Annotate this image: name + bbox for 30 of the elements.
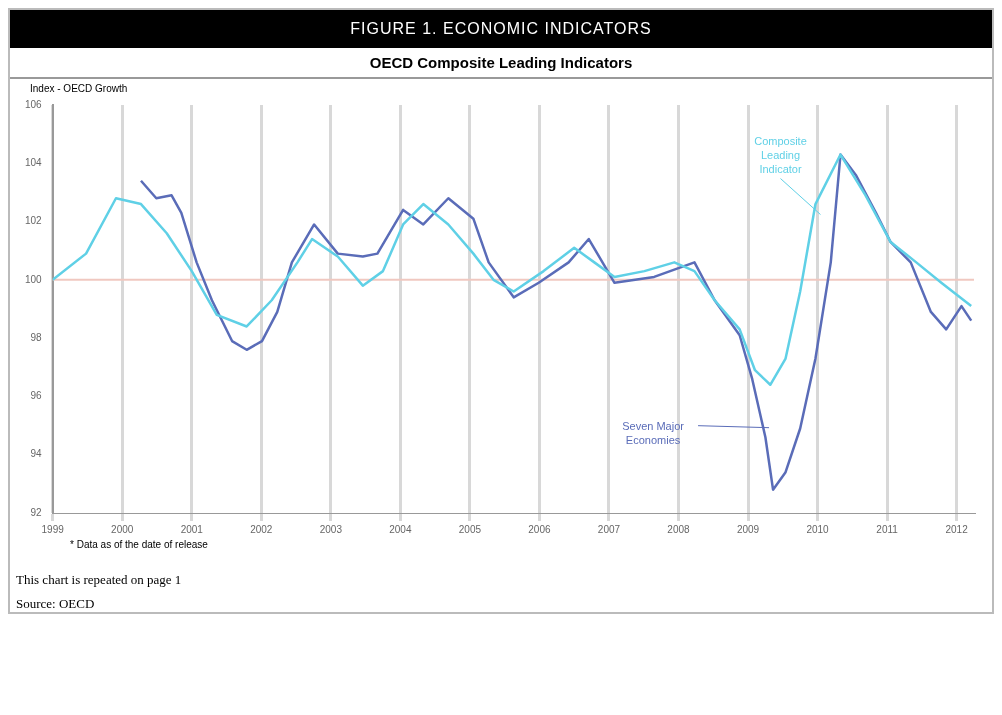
y-tick-label: 104 bbox=[25, 157, 43, 169]
x-tick-label: 2006 bbox=[528, 523, 551, 535]
y-tick-label: 92 bbox=[30, 506, 43, 518]
x-tick-label: 2007 bbox=[597, 523, 621, 535]
y-tick-label: 98 bbox=[30, 331, 43, 343]
x-tick-label: 2009 bbox=[736, 523, 760, 535]
x-tick-label: 2002 bbox=[250, 523, 273, 535]
x-tick-label: 2004 bbox=[389, 523, 412, 535]
text: Seven Major Economies bbox=[622, 419, 685, 446]
text: This chart is repeated on page 1 bbox=[15, 572, 183, 588]
y-axis-title: Index - OECD Growth bbox=[30, 83, 128, 94]
y-tick-label: 102 bbox=[25, 215, 43, 227]
x-tick-label: 2005 bbox=[458, 523, 482, 535]
x-tick-label: 2008 bbox=[667, 523, 691, 535]
y-tick-label: 94 bbox=[30, 448, 43, 460]
x-tick-label: 2011 bbox=[876, 523, 899, 535]
x-tick-label: 2001 bbox=[180, 523, 204, 535]
y-tick-label: 100 bbox=[25, 273, 43, 285]
source-note: Source: OECD bbox=[15, 596, 96, 612]
y-tick-label: 96 bbox=[30, 390, 43, 402]
chart-title: FIGURE 1. ECONOMIC INDICATORS bbox=[10, 10, 992, 48]
chart-subtitle: OECD Composite Leading Indicators bbox=[10, 48, 992, 79]
x-tick-label: 2003 bbox=[319, 523, 343, 535]
x-tick-label: 2010 bbox=[806, 523, 830, 535]
x-tick-label: 1999 bbox=[41, 523, 65, 535]
text: * Data as of the date of release bbox=[69, 539, 209, 550]
x-tick-label: 2000 bbox=[111, 523, 134, 535]
y-tick-label: 106 bbox=[25, 98, 43, 110]
series-label: Composite Leading Indicator bbox=[754, 134, 807, 175]
x-tick-label: 2012 bbox=[945, 523, 969, 535]
